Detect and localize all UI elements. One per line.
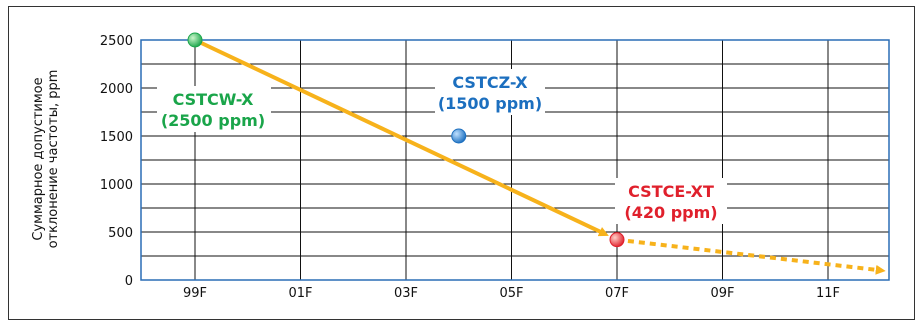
grid-layer xyxy=(140,39,890,281)
annotation-cstcw-x-value: (2500 ppm) xyxy=(161,111,265,130)
y-tick-label: 2500 xyxy=(100,34,133,49)
trend-arrow-dashed xyxy=(616,237,886,275)
plot-frame xyxy=(140,39,890,281)
data-points xyxy=(187,32,625,248)
annotation-cstce-xt-value: (420 ppm) xyxy=(624,203,717,222)
trend-arrows xyxy=(194,38,886,275)
frequency-tolerance-chart: Суммарное допустимое отклонение частоты,… xyxy=(31,32,890,301)
annotation-cstcw-x-name: CSTCW-X xyxy=(173,90,254,109)
trend-arrow-solid xyxy=(194,38,609,237)
y-tick-label: 1000 xyxy=(100,178,133,193)
x-tick-label: 03F xyxy=(394,286,418,301)
y-tick-labels: 0 500 1000 1500 2000 2500 xyxy=(100,34,133,289)
x-tick-label: 05F xyxy=(499,286,523,301)
annotation-cstcz-x: CSTCZ-X (1500 ppm) xyxy=(435,69,545,115)
y-axis-title-line1: Суммарное допустимое xyxy=(31,77,46,240)
data-point-cstce-xt xyxy=(609,232,625,248)
data-point-cstcz-x xyxy=(451,128,467,144)
x-tick-labels: 99F 01F 03F 05F 07F 09F 11F xyxy=(183,286,840,301)
y-tick-label: 500 xyxy=(108,226,133,241)
x-tick-label: 01F xyxy=(288,286,312,301)
y-axis-title-line2: отклонение частоты, ppm xyxy=(46,70,61,249)
x-tick-label: 07F xyxy=(605,286,629,301)
y-tick-label: 0 xyxy=(125,274,133,289)
annotation-cstcz-x-value: (1500 ppm) xyxy=(438,94,542,113)
x-tick-label: 11F xyxy=(816,286,840,301)
annotation-cstce-xt-name: CSTCE-XT xyxy=(628,182,714,201)
annotation-cstcz-x-name: CSTCZ-X xyxy=(452,73,528,92)
y-axis-title: Суммарное допустимое отклонение частоты,… xyxy=(31,70,61,249)
y-tick-label: 2000 xyxy=(100,82,133,97)
x-tick-label: 99F xyxy=(183,286,207,301)
annotation-cstce-xt: CSTCE-XT (420 ppm) xyxy=(615,178,727,224)
data-point-cstcw-x xyxy=(187,32,203,48)
chart-frame: Суммарное допустимое отклонение частоты,… xyxy=(8,6,915,320)
annotation-cstcw-x: CSTCW-X (2500 ppm) xyxy=(157,86,271,132)
x-tick-label: 09F xyxy=(710,286,734,301)
y-tick-label: 1500 xyxy=(100,130,133,145)
